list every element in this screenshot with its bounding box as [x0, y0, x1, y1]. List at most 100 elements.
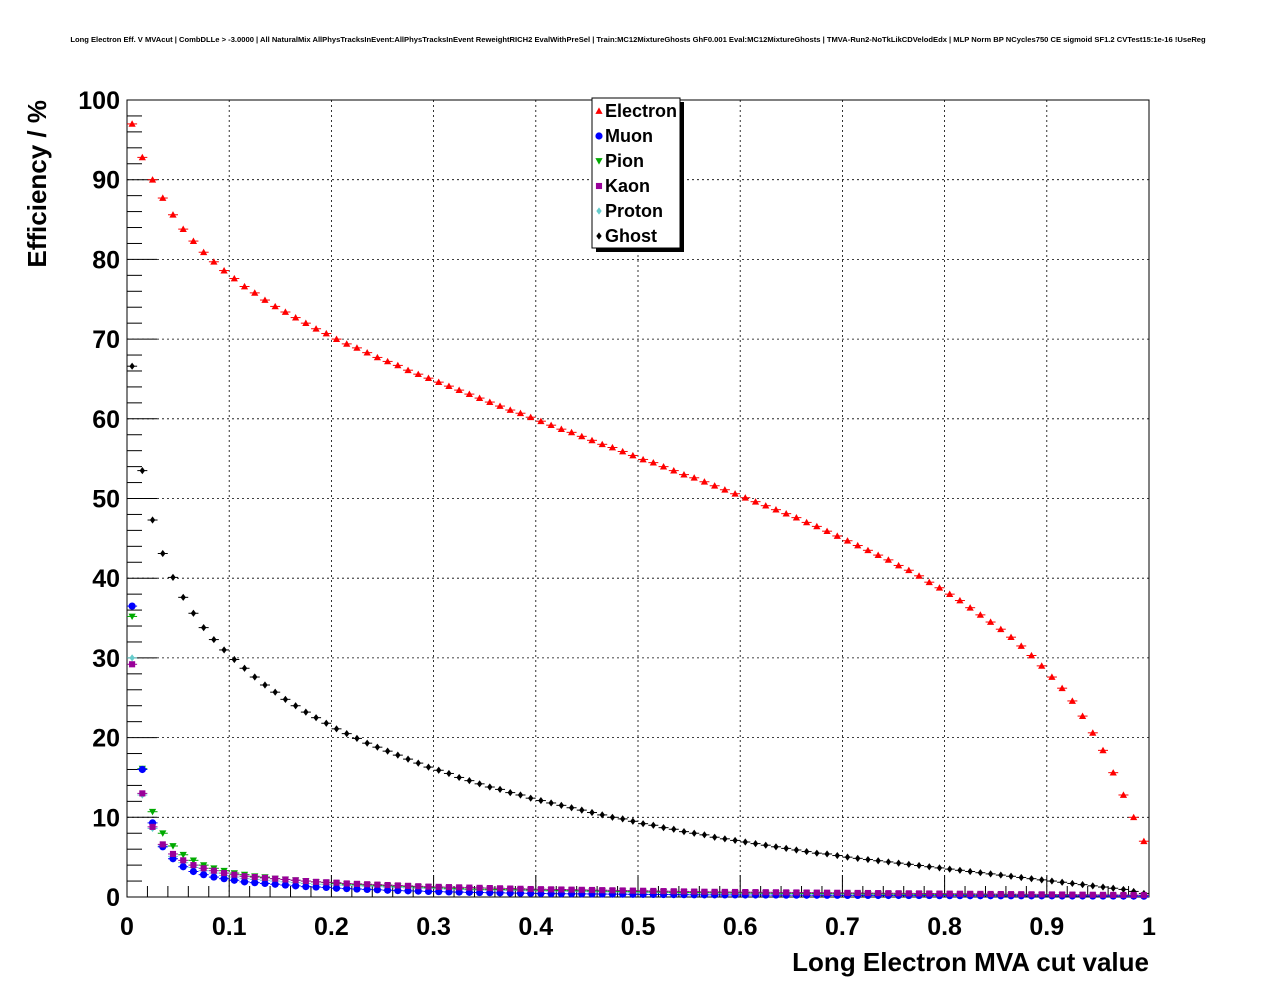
data-point [691, 888, 698, 895]
data-point [680, 470, 688, 478]
data-point [148, 176, 157, 183]
x-tick-label: 0.2 [314, 913, 349, 941]
data-point [292, 882, 300, 890]
data-point [537, 417, 545, 425]
data-point [251, 874, 258, 881]
data-point [302, 883, 310, 891]
data-point [1120, 891, 1127, 899]
data-point [649, 459, 657, 466]
data-point [200, 865, 207, 872]
legend-marker [595, 132, 603, 140]
data-point [425, 883, 432, 890]
data-point [803, 518, 811, 526]
data-point [404, 887, 412, 895]
data-point [456, 773, 462, 782]
data-point [189, 857, 198, 864]
data-point [292, 702, 299, 710]
data-point [813, 522, 821, 530]
legend: Electron Muon Pion Kaon Proton Ghost [591, 97, 684, 252]
data-point [466, 884, 473, 891]
data-point [660, 824, 667, 832]
y-tick-label: 0 [106, 884, 120, 912]
data-point [179, 863, 187, 871]
legend-label: Proton [605, 201, 663, 221]
data-point [803, 889, 810, 896]
data-point [394, 882, 401, 889]
data-point [578, 432, 586, 440]
data-point [588, 886, 596, 894]
series-kaon [127, 661, 1149, 899]
data-point [630, 817, 636, 825]
data-point [711, 482, 719, 489]
data-point [1069, 879, 1076, 888]
data-point [230, 274, 238, 282]
data-point [599, 887, 606, 894]
data-point [414, 370, 422, 378]
data-point [475, 394, 484, 401]
data-point [159, 830, 167, 837]
data-point [200, 248, 208, 256]
data-point [333, 725, 340, 733]
data-point [1100, 883, 1106, 891]
data-point [670, 888, 677, 895]
data-point [578, 886, 585, 893]
data-point [557, 425, 565, 433]
data-point [854, 889, 861, 896]
y-tick-label: 10 [92, 804, 120, 832]
data-point [262, 681, 268, 689]
data-point [149, 516, 156, 524]
data-point [608, 443, 617, 451]
data-point [568, 804, 575, 812]
data-point [915, 890, 923, 897]
data-point [690, 474, 698, 481]
data-point [241, 873, 248, 880]
data-point [1018, 873, 1024, 882]
data-point [261, 874, 269, 881]
data-point [221, 646, 227, 654]
data-point [864, 546, 872, 554]
data-point [159, 841, 166, 848]
x-tick-label: 0.7 [825, 913, 860, 941]
data-point [721, 486, 729, 493]
data-point [189, 867, 198, 876]
data-point [211, 635, 217, 644]
data-point [353, 344, 361, 351]
data-point [230, 876, 238, 884]
data-point [384, 886, 392, 894]
data-point [374, 743, 381, 751]
data-point [987, 870, 994, 878]
y-tick-label: 100 [78, 87, 120, 115]
data-point [1079, 891, 1086, 898]
data-point [579, 806, 585, 814]
x-tick-label: 0.3 [416, 913, 451, 941]
data-point [384, 747, 391, 755]
data-point [824, 850, 830, 858]
data-point [1089, 891, 1096, 898]
data-point [721, 888, 728, 895]
data-point [659, 463, 668, 470]
data-point [373, 886, 381, 894]
data-point [966, 604, 974, 611]
data-point [363, 349, 371, 356]
data-point [1059, 891, 1066, 898]
data-point [947, 865, 953, 873]
data-point [671, 825, 677, 833]
data-point [762, 889, 769, 896]
data-point [487, 783, 493, 791]
data-point [854, 541, 862, 549]
data-point [884, 556, 892, 563]
data-point [772, 506, 780, 513]
data-point [558, 886, 565, 893]
data-point [343, 340, 351, 347]
data-point [874, 551, 882, 558]
data-point [640, 887, 647, 894]
data-point [783, 889, 790, 896]
data-point [855, 854, 861, 862]
data-point [343, 880, 350, 887]
data-point [394, 361, 402, 369]
data-point [639, 455, 647, 463]
data-point [354, 734, 360, 742]
data-point [751, 498, 760, 505]
data-point [1099, 891, 1107, 898]
data-point [681, 828, 687, 836]
